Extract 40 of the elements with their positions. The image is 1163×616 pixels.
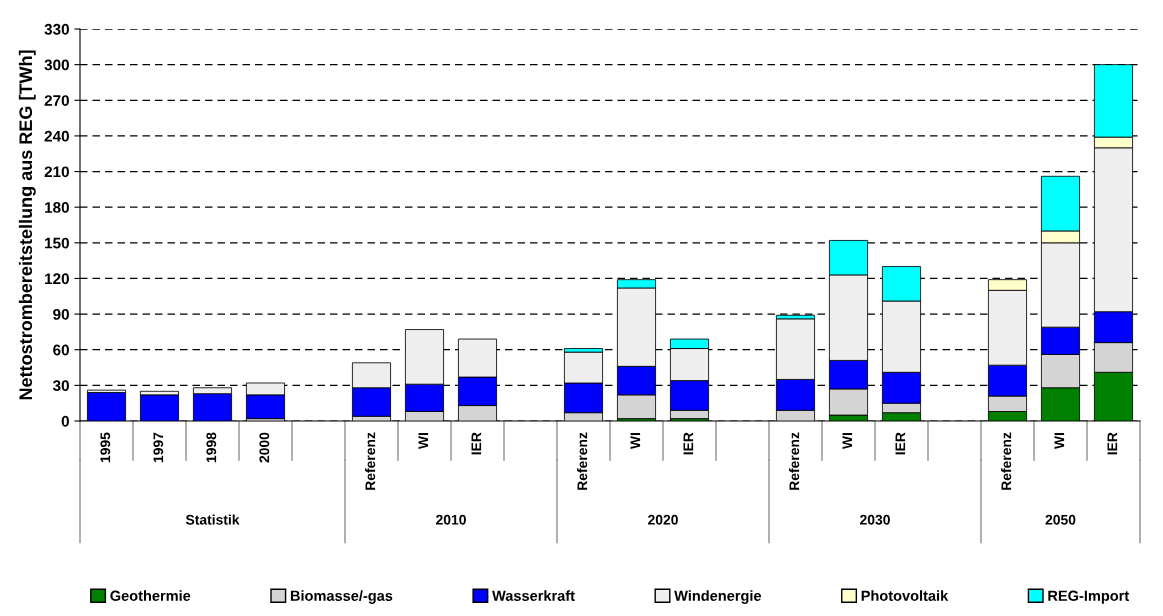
x-tick-label: IER [471, 432, 482, 455]
legend-label: Geothermie [110, 590, 191, 601]
x-tick-label: WI [418, 433, 429, 450]
y-tick-label: 90 [53, 308, 69, 320]
x-tick-label: Referenz [789, 432, 800, 490]
y-tick-label: 270 [44, 95, 69, 106]
legend-label: Wasserkraft [492, 590, 575, 601]
legend-label: REG-Import [1048, 590, 1130, 604]
y-tick-label: 60 [53, 344, 69, 356]
x-tick-label: 1997 [153, 432, 164, 463]
x-tick-label: 1995 [100, 432, 111, 463]
x-tick-label: IER [895, 432, 906, 455]
x-tick-label: WI [1054, 433, 1065, 450]
y-tick-label: 150 [45, 237, 69, 249]
y-tick-label: 180 [45, 202, 69, 213]
y-axis-title: Nettostrombereitstellung aus REG [TWh] [18, 50, 36, 400]
x-tick-label: 2000 [259, 432, 270, 463]
text: 2010 [436, 514, 466, 525]
y-tick-label: 210 [44, 166, 69, 178]
legend-label: Windenergie [674, 590, 762, 604]
y-tick-label: 30 [52, 380, 69, 392]
text: 2050 [1045, 514, 1076, 525]
text: 2020 [648, 514, 678, 525]
y-tick-label: 120 [45, 273, 69, 285]
y-tick-label: 330 [44, 23, 69, 35]
x-tick-label: WI [842, 433, 853, 450]
x-tick-label: Referenz [1001, 432, 1012, 490]
legend-label: Biomasse/-gas [290, 590, 393, 604]
legend-label: Photovoltaik [861, 590, 949, 601]
text: Statistik [185, 514, 240, 525]
x-tick-label: Referenz [365, 432, 376, 490]
x-tick-label: IER [683, 432, 694, 455]
y-tick-label: 300 [44, 59, 69, 71]
y-tick-label: 0 [61, 415, 69, 427]
x-tick-label: 1998 [206, 432, 217, 463]
x-tick-label: WI [630, 433, 641, 450]
y-tick-label: 240 [44, 130, 69, 142]
x-tick-label: Referenz [577, 432, 588, 490]
x-tick-label: IER [1107, 432, 1118, 455]
text: 2030 [860, 514, 890, 525]
